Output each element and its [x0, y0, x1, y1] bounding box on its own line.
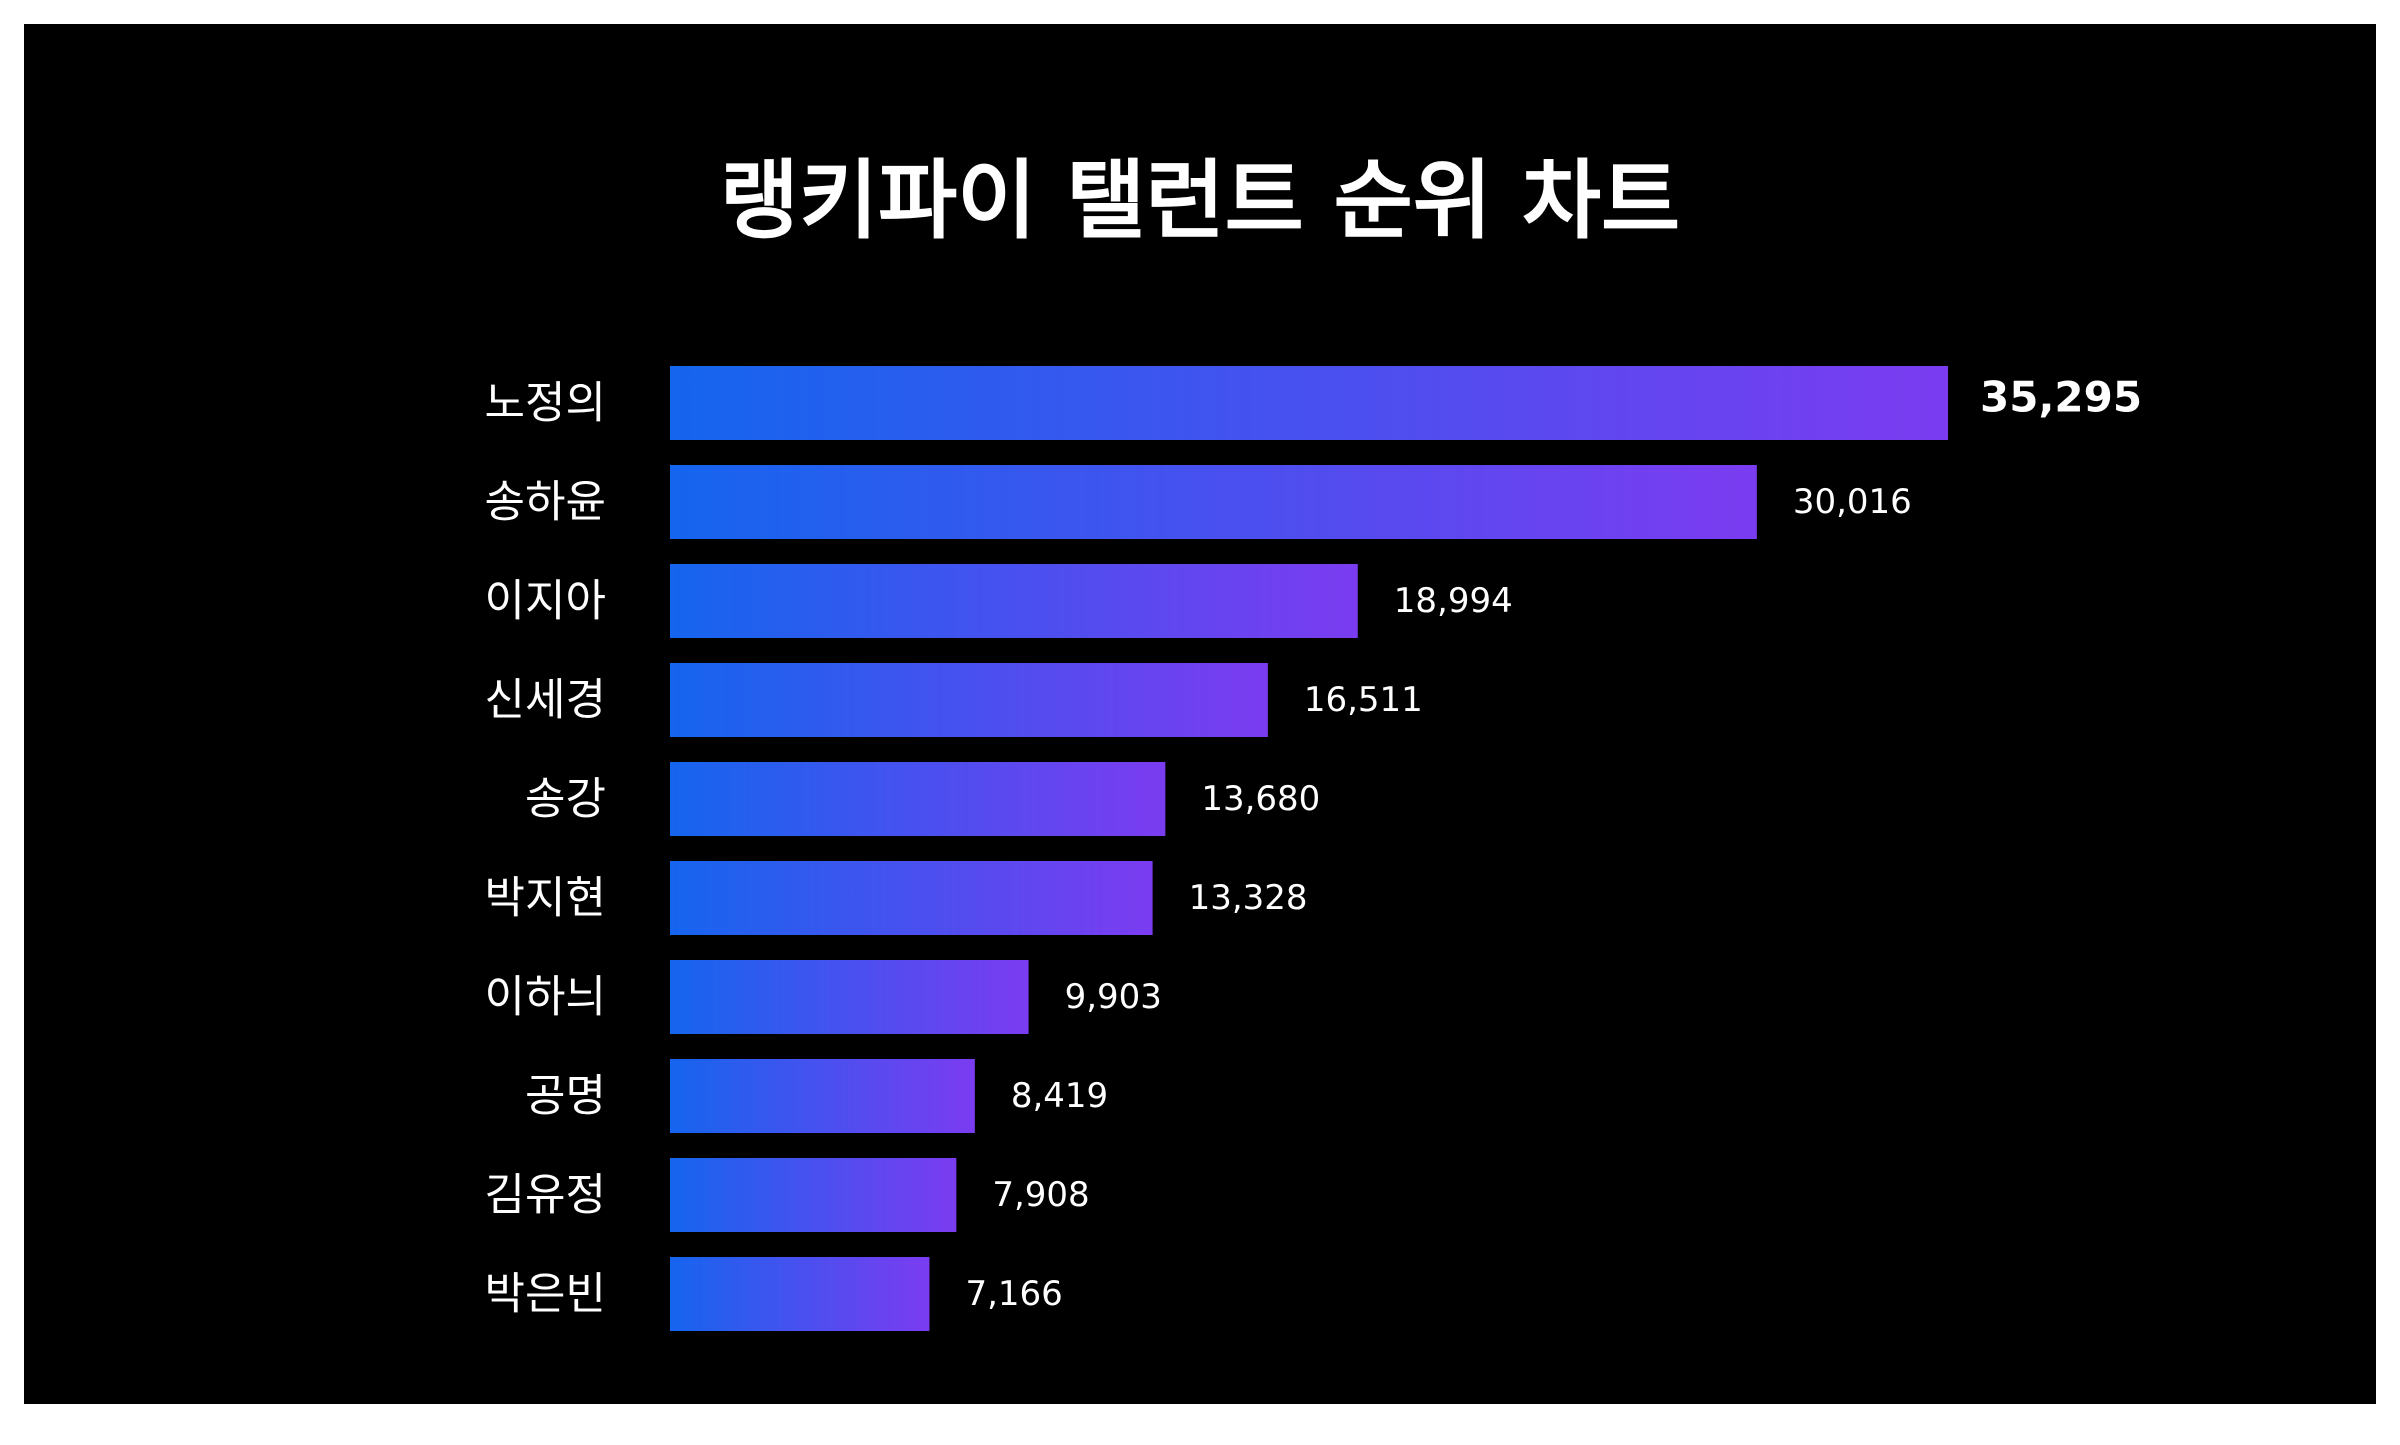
bar [670, 465, 1757, 539]
bars-group: 노정의 35,295 송하윤 30,016 이지아 18,994 신세경 16,511 송강 13… [485, 366, 2142, 1331]
value-label: 16,511 [1304, 680, 1423, 720]
value-label: 9,903 [1065, 977, 1162, 1017]
value-label: 13,680 [1201, 779, 1320, 819]
bar [670, 861, 1153, 935]
value-label: 30,016 [1793, 482, 1912, 522]
category-label: 송강 [525, 774, 606, 825]
value-label: 7,166 [965, 1274, 1062, 1314]
value-label: 7,908 [992, 1175, 1089, 1215]
category-label: 이지아 [485, 576, 606, 627]
bar [670, 1257, 930, 1331]
bar [670, 960, 1029, 1034]
bar [670, 1059, 975, 1133]
bar [670, 366, 1948, 440]
category-label: 공명 [525, 1071, 606, 1122]
category-label: 김유정 [485, 1170, 606, 1221]
category-label: 신세경 [485, 675, 606, 726]
chart-title: 랭키파이 탤런트 순위 차트 [720, 151, 1680, 251]
value-label: 8,419 [1011, 1076, 1108, 1116]
bar [670, 762, 1166, 836]
value-label: 35,295 [1980, 373, 2142, 422]
category-label: 송하윤 [485, 477, 606, 528]
bar [670, 663, 1268, 737]
category-label: 이하늬 [485, 972, 606, 1023]
bar [670, 1158, 957, 1232]
value-label: 13,328 [1189, 878, 1308, 918]
value-label: 18,994 [1394, 581, 1513, 621]
category-label: 박은빈 [485, 1269, 606, 1320]
category-label: 노정의 [485, 378, 606, 429]
bar [670, 564, 1358, 638]
category-label: 박지현 [485, 873, 606, 924]
